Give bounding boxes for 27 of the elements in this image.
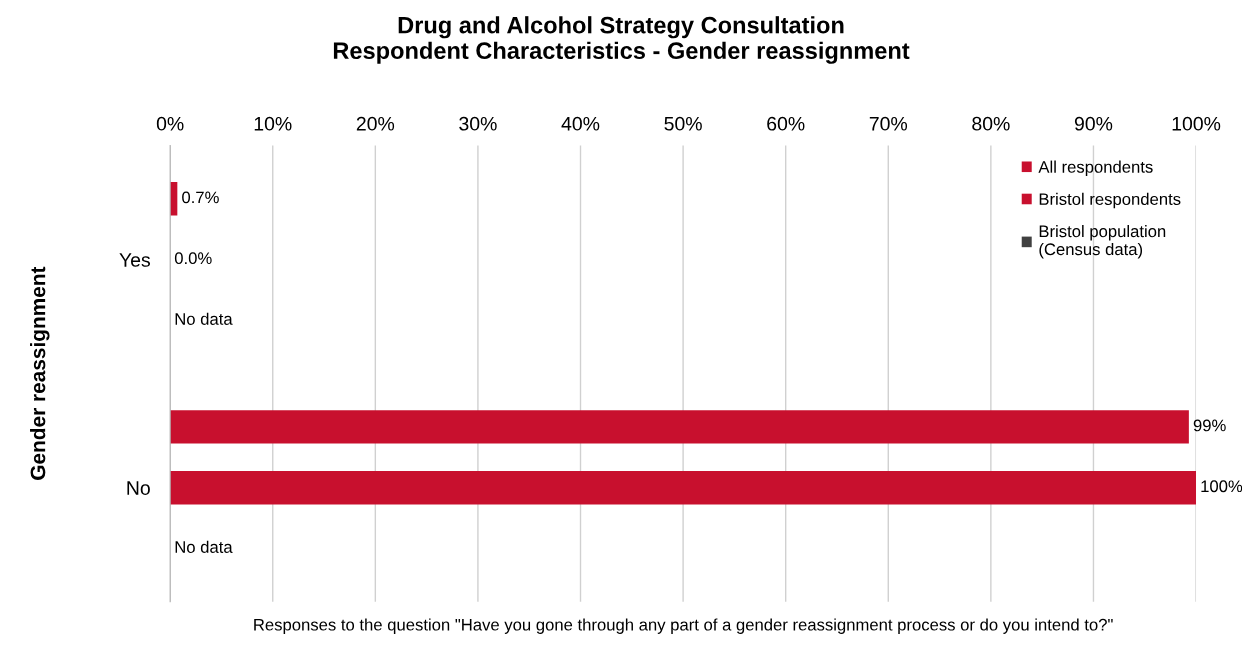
x-tick-label: 100% [1172,116,1221,131]
x-tick-label: 30% [459,116,497,131]
text: No data [175,540,233,553]
chart-title: Drug and Alcohol Strategy Consultation Respondent Characteristics - Gender reassignment [333,16,910,64]
bar [170,470,1197,505]
y-tick-label: Yes [119,253,151,267]
x-tick-label: 50% [664,116,702,131]
data-label: 0.0% [174,252,212,265]
legend-label: All respondents [1038,160,1153,177]
legend-label: Bristol respondents [1039,192,1181,209]
data-label: 99% [1193,419,1226,432]
x-tick-label: 40% [561,116,600,131]
data-label: 100% [1201,480,1242,493]
x-tick-label: 0% [156,116,184,131]
bar [170,410,1189,444]
x-tick-label: 80% [972,116,1010,131]
x-axis-title: Responses to the question "Have you gone through any part of a gender reassignment process or do you intend to?" [254,618,1113,634]
y-tick-label: No [127,481,150,495]
x-tick-label: 20% [356,116,395,131]
x-tick-label: 10% [254,116,292,131]
x-tick-label: 70% [869,116,908,131]
text: No data [175,312,233,325]
legend-label: Bristol population (Census data) [1039,224,1166,259]
x-tick-label: 60% [767,116,805,131]
data-label: 0.7% [182,191,219,204]
x-tick-label: 90% [1074,116,1113,131]
y-axis-title: Gender reassignment [30,266,50,480]
